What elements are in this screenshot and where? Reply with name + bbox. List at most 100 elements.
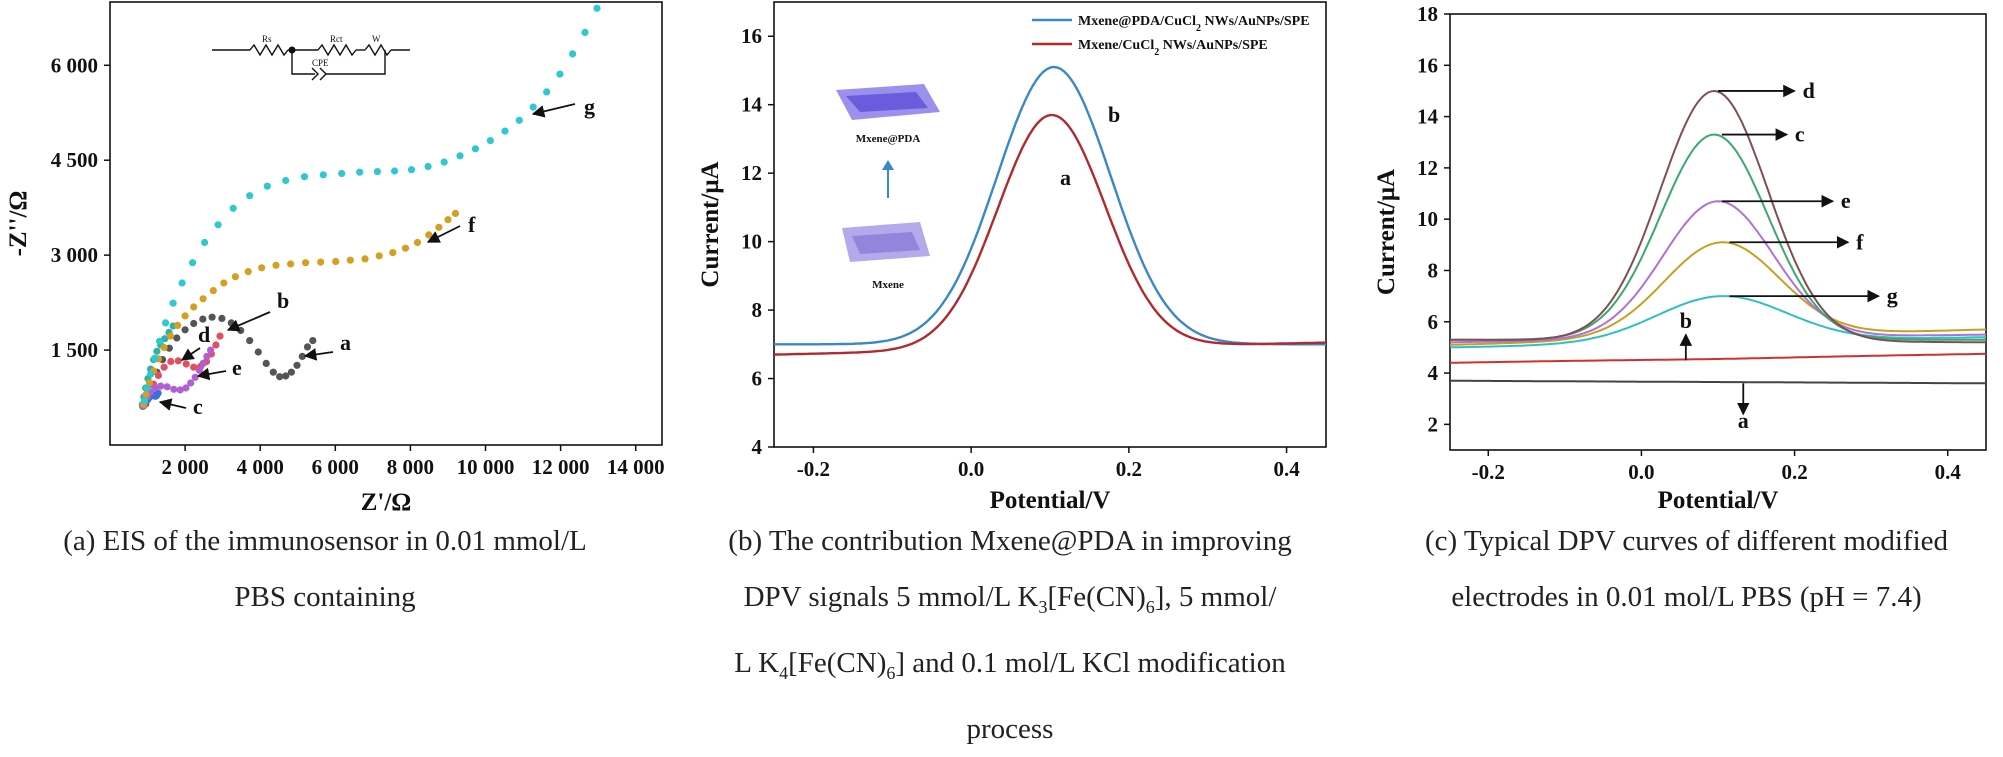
panel-c-dpv-curves: -0.2 0.0 0.2 0.4 2 4 6 8 10 12 14 16 18 Potential/V Cu… xyxy=(1370,0,2003,744)
inset-arrow-head xyxy=(882,160,894,170)
data-point-g xyxy=(169,299,177,307)
legend-label: Mxene@PDA/CuCl2 NWs/AuNPs/SPE xyxy=(1078,14,1310,34)
x-tick-label: 4 000 xyxy=(237,455,284,479)
legend-label-main: Mxene/CuCl xyxy=(1078,38,1154,53)
y-tick-label: 4 500 xyxy=(51,148,98,172)
series-label-b: b xyxy=(1680,308,1692,333)
caption-b-line2-post: [Fe(CN) xyxy=(1047,581,1146,613)
data-point-a xyxy=(173,334,181,342)
series-label-c: c xyxy=(193,394,203,419)
chart-a-svg: 2 000 4 000 6 000 8 000 10 000 12 000 14 000 1 … xyxy=(5,1,665,516)
data-point-g xyxy=(151,354,159,362)
data-point-g xyxy=(391,167,399,175)
data-point-g xyxy=(162,319,170,327)
series-label-g: g xyxy=(1887,283,1898,308)
y-tick-label: 4 xyxy=(1428,361,1439,385)
series-line-a xyxy=(1450,379,1986,385)
mxene-pda-flake-core xyxy=(846,92,928,112)
series-line-b xyxy=(1449,352,1987,364)
data-point-e xyxy=(199,359,207,367)
data-point-g xyxy=(456,152,464,160)
series-label-g: g xyxy=(584,94,595,119)
y-tick-label: 18 xyxy=(1417,2,1438,26)
y-tick-label: 16 xyxy=(741,24,762,48)
legend-label-sub: 2 xyxy=(1154,47,1159,58)
data-point-f xyxy=(244,268,252,276)
y-tick-label: 2 xyxy=(1428,412,1439,436)
data-point-g xyxy=(282,176,290,185)
data-point-g xyxy=(143,384,151,392)
data-point-e xyxy=(187,379,195,387)
annotation-arrow-f xyxy=(426,225,461,243)
x-tick-label: 0.0 xyxy=(1628,460,1654,484)
caption-b-line4: process xyxy=(966,712,1054,745)
data-point-a xyxy=(293,361,301,369)
y-tick-label: 12 xyxy=(741,161,762,185)
data-point-f xyxy=(142,390,150,398)
data-point-g xyxy=(319,171,327,179)
annotation-arrow-c xyxy=(158,398,187,411)
data-point-b xyxy=(212,341,220,349)
y-tick-label: 1 500 xyxy=(51,338,98,362)
caption-b: (b) The contribution Mxene@PDA in improv… xyxy=(680,513,1340,757)
data-point-f xyxy=(166,332,175,340)
data-point-g xyxy=(529,103,537,111)
data-point-e xyxy=(182,384,190,392)
data-point-a xyxy=(246,337,254,345)
y-axis-title: Current/μA xyxy=(1373,169,1400,295)
data-point-a xyxy=(276,373,284,381)
series-line-g xyxy=(1449,295,1987,349)
x-tick-label: 0.4 xyxy=(1273,457,1300,481)
data-point-a xyxy=(298,352,306,360)
x-tick-label: 6 000 xyxy=(312,455,359,479)
panel-b-dpv-compare: -0.2 0.0 0.2 0.4 4 6 8 10 12 14 16 Potential/V Curre… xyxy=(680,0,1340,745)
data-point-d xyxy=(153,347,161,355)
data-point-f xyxy=(346,256,354,264)
x-tick-label: 0.0 xyxy=(958,457,984,481)
annotation-arrow-d xyxy=(180,347,201,361)
y-tick-label: 10 xyxy=(1417,207,1438,231)
series-label-b: b xyxy=(1108,102,1120,127)
data-point-f xyxy=(401,244,410,252)
data-point-a xyxy=(208,313,216,321)
data-point-a xyxy=(199,315,207,323)
annotation-arrow-b xyxy=(226,311,271,332)
series-line-d xyxy=(1450,89,1986,344)
data-point-g xyxy=(593,4,601,12)
inset-label-w: W xyxy=(372,34,381,44)
data-point-g xyxy=(440,158,448,166)
data-point-g xyxy=(356,168,364,176)
data-point-b xyxy=(190,363,198,371)
y-tick-label: 14 xyxy=(1417,105,1439,129)
data-point-g xyxy=(569,50,577,58)
data-point-b xyxy=(182,360,190,368)
legend-label-rest: NWs/AuNPs/SPE xyxy=(1159,38,1268,53)
resistor-rct xyxy=(317,43,357,57)
caption-b-line2: DPV signals 5 mmol/L K3[Fe(CN)6], 5 mmol… xyxy=(680,569,1340,635)
data-point-e xyxy=(163,383,171,391)
y-tick-label: 12 xyxy=(1417,156,1438,180)
data-point-f xyxy=(435,223,443,231)
x-tick-label: -0.2 xyxy=(1472,460,1505,484)
data-point-g xyxy=(300,173,309,181)
data-point-f xyxy=(209,287,217,295)
data-point-b xyxy=(154,371,162,379)
data-point-e xyxy=(170,385,178,393)
data-point-g xyxy=(229,204,237,212)
data-point-a xyxy=(309,337,317,345)
caption-b-line1: (b) The contribution Mxene@PDA in improv… xyxy=(728,525,1292,557)
data-point-g xyxy=(214,221,222,229)
data-point-a xyxy=(190,319,198,328)
data-point-a xyxy=(262,359,270,367)
data-point-a xyxy=(237,326,245,335)
data-point-g xyxy=(424,162,432,171)
annotation-arrow-e xyxy=(196,367,227,381)
legend-label-sub: 2 xyxy=(1196,23,1201,34)
data-point-g xyxy=(486,137,494,145)
data-point-f xyxy=(199,295,207,303)
series-label-e: e xyxy=(1841,188,1851,213)
x-tick-label: 0.4 xyxy=(1935,460,1962,484)
plot-frame xyxy=(773,1,1327,448)
chart-b-svg: -0.2 0.0 0.2 0.4 4 6 8 10 12 14 16 Potential/V Curre… xyxy=(697,1,1327,514)
caption-c: (c) Typical DPV curves of different modi… xyxy=(1370,513,2003,625)
